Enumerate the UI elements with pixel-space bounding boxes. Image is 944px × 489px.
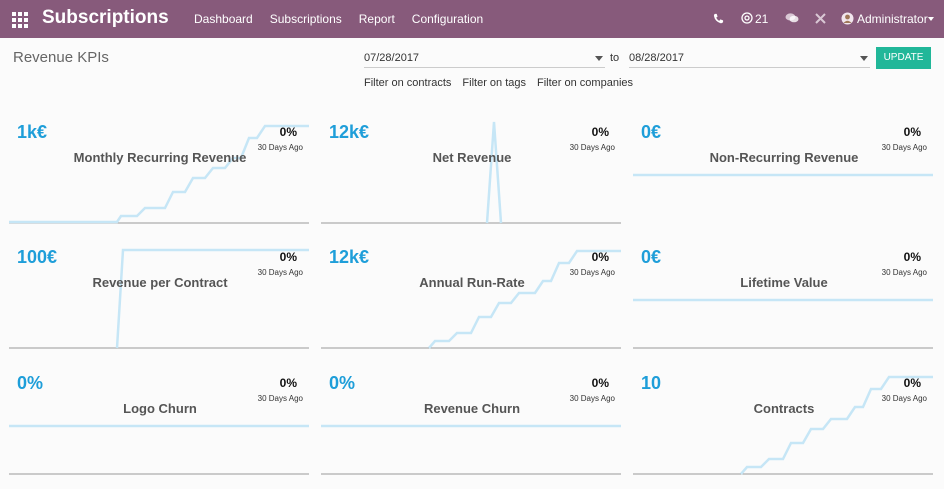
kpi-subtitle: 30 Days Ago [881,143,927,152]
at-icon[interactable] [741,12,753,24]
filters-bar: Filter on contracts Filter on tags Filte… [364,77,644,89]
kpi-value: 1k€ [17,122,48,142]
tools-icon[interactable] [815,13,826,24]
date-to-input[interactable]: 08/28/2017 [629,50,870,68]
kpi-subtitle: 30 Days Ago [881,394,927,403]
kpi-sparkline [9,124,309,224]
phone-icon[interactable] [713,13,724,24]
kpi-name: Revenue Churn [423,401,521,416]
kpi-name: Contracts [753,401,815,416]
kpi-sparkline [321,121,621,224]
kpi-name: Net Revenue [432,150,512,165]
apps-grid-icon[interactable] [12,12,28,28]
kpi-card-lifetime-value[interactable]: 0€ Lifetime Value 0% 30 Days Ago [633,245,935,363]
user-menu[interactable]: Administrator [857,12,928,26]
kpi-percent: 0% [279,125,297,139]
kpi-card-annual-run-rate[interactable]: 12k€ Annual Run-Rate 0% 30 Days Ago [321,245,623,363]
date-to-label: to [610,52,620,64]
kpi-subtitle: 30 Days Ago [257,394,303,403]
kpi-percent: 0% [591,125,609,139]
kpi-value: 100€ [17,247,58,267]
kpi-sparkline [9,424,309,475]
kpi-name: Lifetime Value [740,275,828,290]
filter-contracts[interactable]: Filter on contracts [364,77,452,89]
kpi-sparkline [633,298,933,349]
kpi-card-revenue-churn[interactable]: 0% Revenue Churn 0% 30 Days Ago [321,371,623,489]
kpi-name: Revenue per Contract [92,275,228,290]
kpi-card-logo-churn[interactable]: 0% Logo Churn 0% 30 Days Ago [9,371,311,489]
top-navbar: Subscriptions Dashboard Subscriptions Re… [0,0,944,38]
chat-icon[interactable] [785,12,799,24]
kpi-sparkline [321,249,621,349]
kpi-percent: 0% [279,376,297,390]
kpi-percent: 0% [591,376,609,390]
kpi-card-revenue-per-contract[interactable]: 100€ Revenue per Contract 0% 30 Days Ago [9,245,311,363]
kpi-subtitle: 30 Days Ago [881,268,927,277]
filter-tags[interactable]: Filter on tags [462,77,527,89]
kpi-percent: 0% [279,250,297,264]
kpi-name: Monthly Recurring Revenue [73,150,247,165]
kpi-sparkline [633,173,933,177]
chevron-down-icon[interactable] [595,56,603,61]
kpi-value: 12k€ [329,122,370,142]
kpi-percent: 0% [903,250,921,264]
kpi-card-non-recurring[interactable]: 0€ Non-Recurring Revenue 0% 30 Days Ago [633,120,935,238]
chevron-down-icon[interactable] [860,56,868,61]
kpi-subtitle: 30 Days Ago [569,394,615,403]
date-from-value: 07/28/2017 [364,52,420,64]
kpi-sparkline [321,424,621,475]
kpi-sparkline [9,248,309,349]
kpi-subtitle: 30 Days Ago [569,143,615,152]
menu-configuration[interactable]: Configuration [411,12,484,26]
control-panel: Revenue KPIs 07/28/2017 to 08/28/2017 UP… [0,38,944,98]
kpi-value: 12k€ [329,247,370,267]
kpi-value: 0€ [641,247,662,267]
kpi-value: 0% [17,373,44,393]
update-button[interactable]: UPDATE [876,47,931,69]
kpi-subtitle: 30 Days Ago [257,268,303,277]
messages-count[interactable]: 21 [755,12,769,26]
kpi-value: 0% [329,373,356,393]
kpi-name: Annual Run-Rate [419,275,525,290]
kpi-subtitle: 30 Days Ago [569,268,615,277]
menu-dashboard[interactable]: Dashboard [194,12,253,26]
filter-companies[interactable]: Filter on companies [537,77,634,89]
kpi-sparkline [633,375,933,475]
kpi-card-net-revenue[interactable]: 12k€ Net Revenue 0% 30 Days Ago [321,120,623,238]
page-title: Revenue KPIs [13,49,109,66]
main-menu: Dashboard Subscriptions Report Configura… [194,12,500,26]
kpi-percent: 0% [591,250,609,264]
chevron-down-icon[interactable] [928,17,934,21]
avatar-icon[interactable] [841,12,854,25]
kpi-percent: 0% [903,125,921,139]
date-from-input[interactable]: 07/28/2017 [364,50,605,68]
kpi-name: Logo Churn [123,401,197,416]
kpi-name: Non-Recurring Revenue [709,150,859,165]
kpi-value: 10 [641,373,662,393]
menu-report[interactable]: Report [358,12,395,26]
date-to-value: 08/28/2017 [629,52,685,64]
kpi-percent: 0% [903,376,921,390]
kpi-card-contracts[interactable]: 10 Contracts 0% 30 Days Ago [633,371,935,489]
kpi-value: 0€ [641,122,662,142]
kpi-card-mrr[interactable]: 1k€ Monthly Recurring Revenue 0% 30 Days… [9,120,311,238]
app-title: Subscriptions [42,7,169,28]
kpi-subtitle: 30 Days Ago [257,143,303,152]
menu-subscriptions[interactable]: Subscriptions [269,12,342,26]
